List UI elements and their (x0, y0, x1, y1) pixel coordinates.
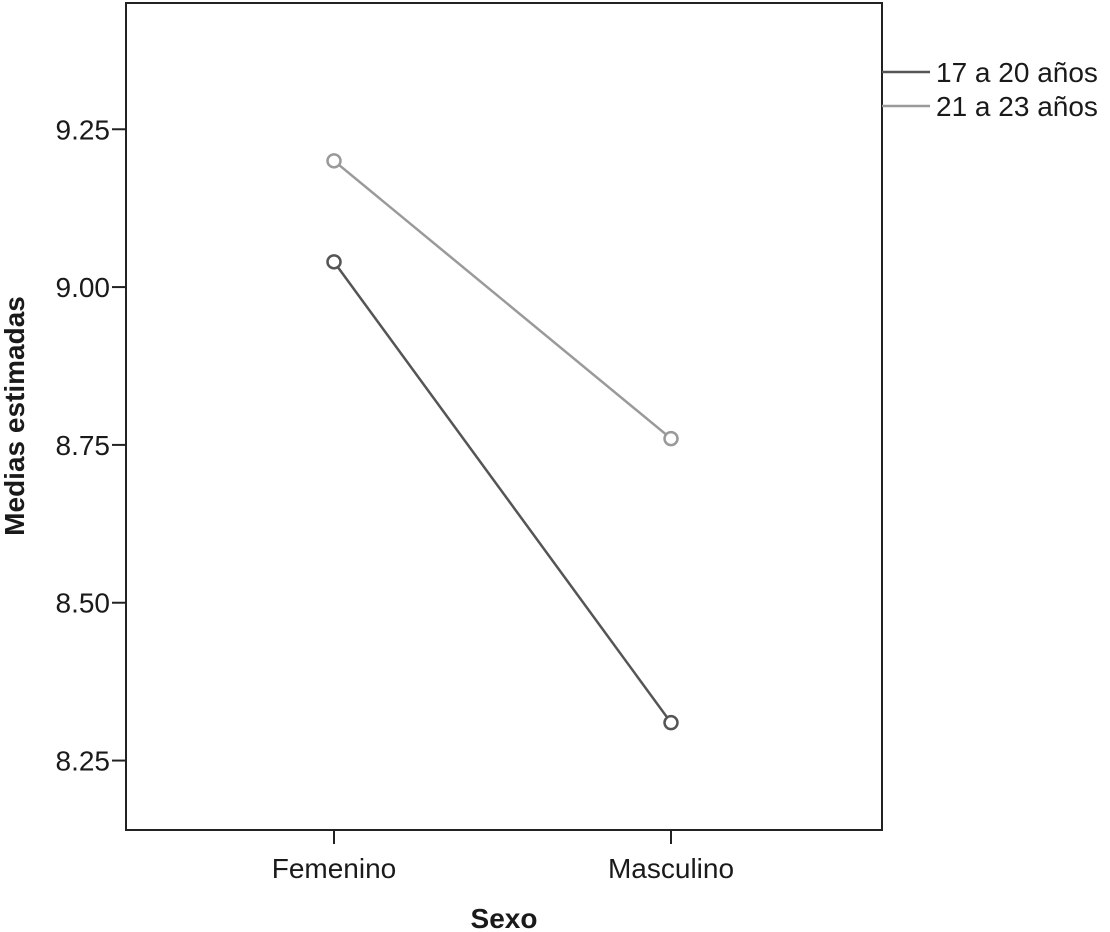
legend-label: 17 a 20 años (936, 57, 1098, 88)
data-point (326, 153, 342, 169)
plot-frame (125, 2, 883, 831)
x-axis: Femenino Masculino (272, 830, 734, 884)
data-point (326, 254, 342, 270)
y-tick-label: 8.25 (56, 746, 111, 777)
x-tick-label: Masculino (608, 853, 734, 884)
y-tick-label: 9.00 (56, 272, 111, 303)
x-axis-title: Sexo (471, 903, 538, 932)
legend-label: 21 a 23 años (936, 91, 1098, 122)
y-tick-label: 9.25 (56, 114, 111, 145)
series-line (332, 261, 673, 724)
y-tick-label: 8.75 (56, 430, 111, 461)
data-point (663, 430, 679, 447)
series-layer (326, 153, 679, 731)
y-tick-label: 8.50 (56, 588, 111, 619)
y-axis: 8.25 8.50 8.75 9.00 9.25 (56, 114, 126, 777)
series-line (333, 159, 672, 440)
y-axis-title: Medias estimadas (0, 296, 30, 536)
x-tick-label: Femenino (272, 853, 397, 884)
data-point (663, 714, 679, 731)
